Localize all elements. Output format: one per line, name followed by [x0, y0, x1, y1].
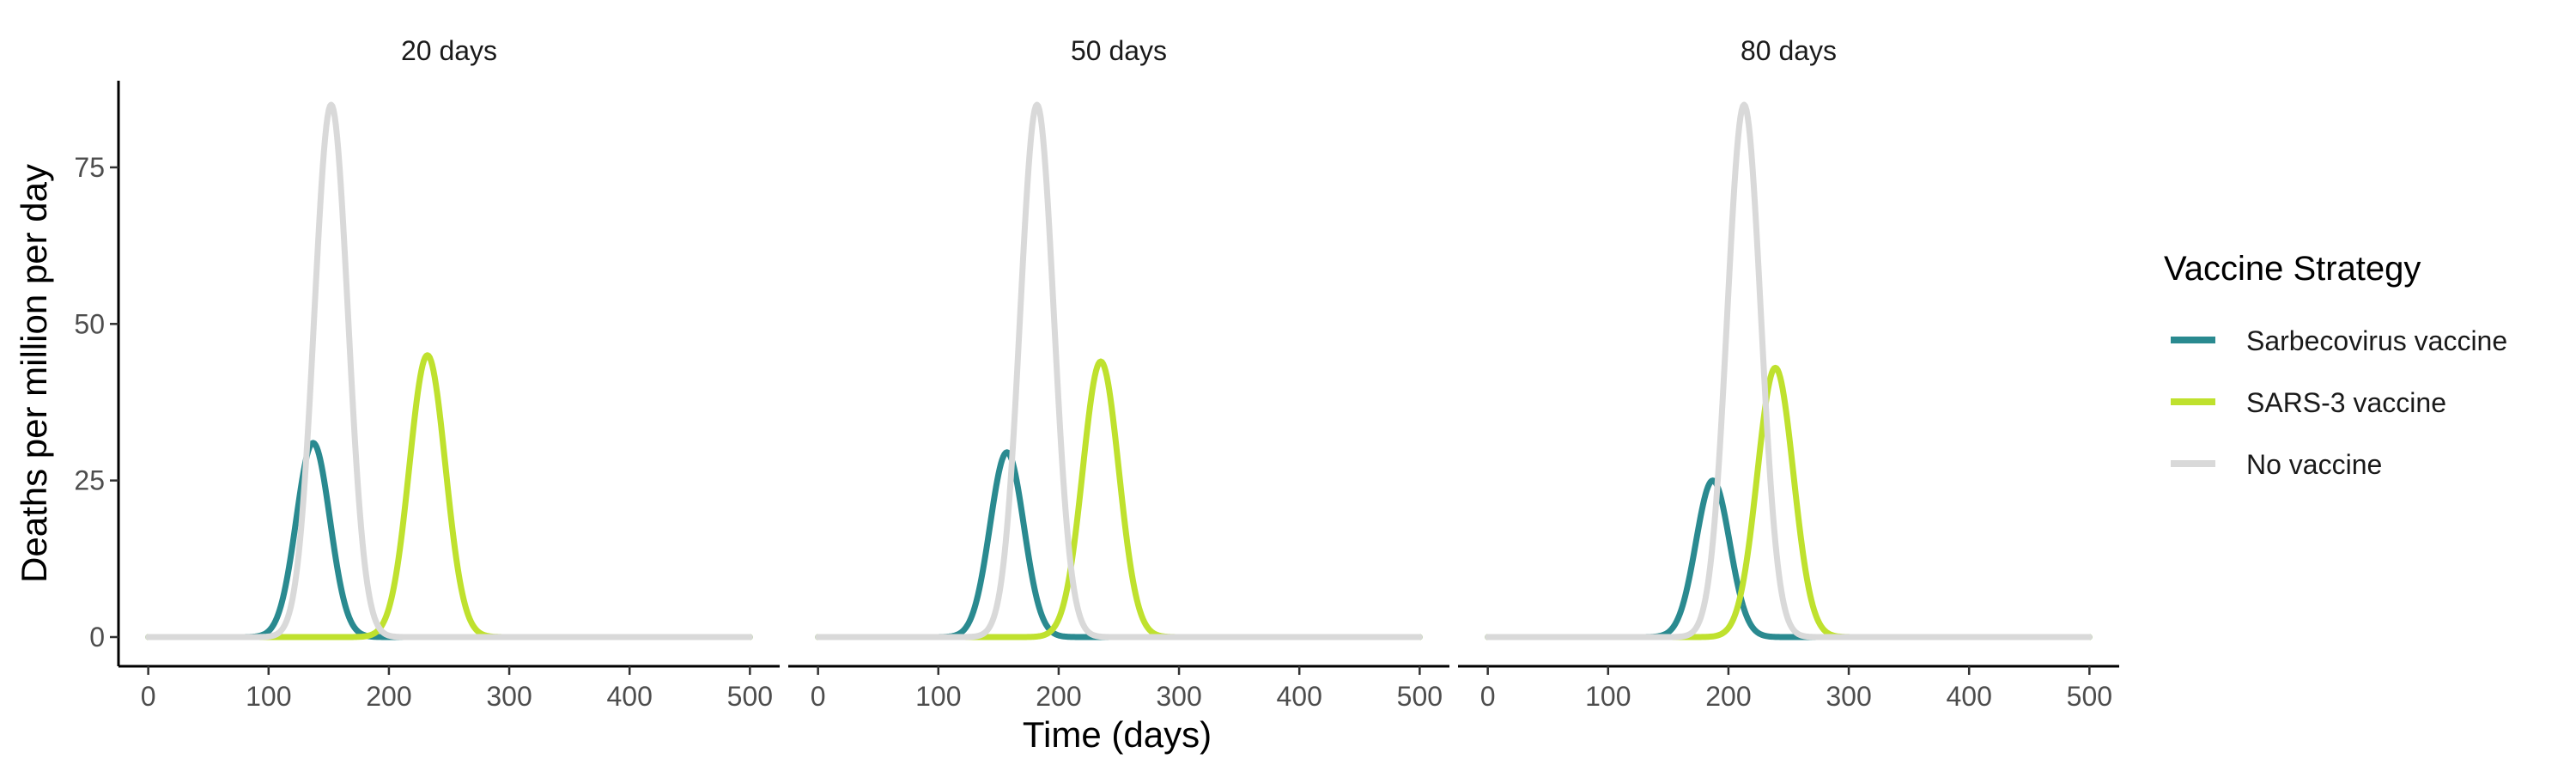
legend-label: No vaccine: [2246, 449, 2382, 480]
x-tick-label: 500: [1397, 681, 1443, 712]
y-tick-label: 50: [74, 308, 105, 339]
x-tick-label: 200: [1036, 681, 1081, 712]
y-axis-title: Deaths per million per day: [14, 164, 54, 583]
series-line-sars-3-vaccine: [815, 358, 1423, 640]
x-tick-label: 400: [607, 681, 653, 712]
y-tick-label: 25: [74, 465, 105, 496]
x-tick-label: 500: [2067, 681, 2112, 712]
legend-title: Vaccine Strategy: [2164, 250, 2421, 288]
series-line-no-vaccine: [145, 101, 753, 640]
x-tick-label: 100: [246, 681, 291, 712]
facet-title: 80 days: [1741, 35, 1837, 66]
x-tick-label: 300: [1826, 681, 1871, 712]
y-tick-label: 0: [89, 622, 105, 653]
series-line-sars-3-vaccine: [1485, 364, 2093, 640]
x-tick-label: 100: [1585, 681, 1631, 712]
x-tick-label: 200: [366, 681, 411, 712]
y-tick-label: 75: [74, 152, 105, 183]
series-line-no-vaccine: [815, 101, 1423, 640]
x-tick-label: 0: [811, 681, 826, 712]
x-tick-label: 0: [141, 681, 156, 712]
x-tick-label: 400: [1947, 681, 1992, 712]
x-tick-label: 300: [486, 681, 532, 712]
legend-label: SARS-3 vaccine: [2246, 387, 2446, 418]
x-tick-label: 100: [915, 681, 961, 712]
x-tick-label: 0: [1480, 681, 1496, 712]
series-line-no-vaccine: [1485, 101, 2093, 640]
facet-title: 50 days: [1071, 35, 1167, 66]
x-tick-label: 200: [1705, 681, 1751, 712]
x-axis-title: Time (days): [1023, 714, 1212, 755]
facet-title: 20 days: [401, 35, 497, 66]
x-tick-label: 400: [1277, 681, 1322, 712]
series-line-sars-3-vaccine: [145, 352, 753, 640]
legend-label: Sarbecovirus vaccine: [2246, 325, 2507, 356]
x-tick-label: 300: [1156, 681, 1201, 712]
x-tick-label: 500: [727, 681, 773, 712]
